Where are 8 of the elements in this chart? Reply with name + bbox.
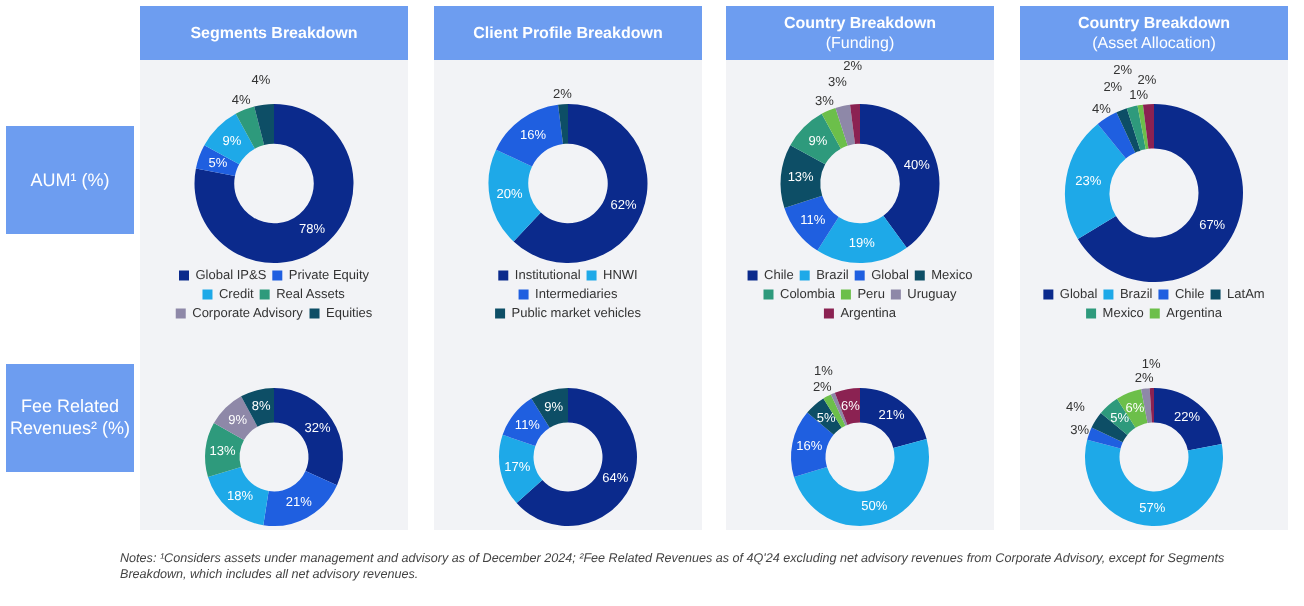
chart-subtitle: (Asset Allocation) [1092, 33, 1216, 53]
chart-subtitle: (Funding) [825, 33, 895, 53]
chart-title: Segments Breakdown [190, 23, 358, 43]
text: AUM¹ (%) [6, 126, 134, 234]
chart-title: Country Breakdown [783, 13, 936, 33]
text: Fee Related Revenues² (%) [6, 364, 134, 472]
chart-title: Country Breakdown [1077, 13, 1230, 33]
chart-title: Client Profile Breakdown [473, 23, 663, 43]
